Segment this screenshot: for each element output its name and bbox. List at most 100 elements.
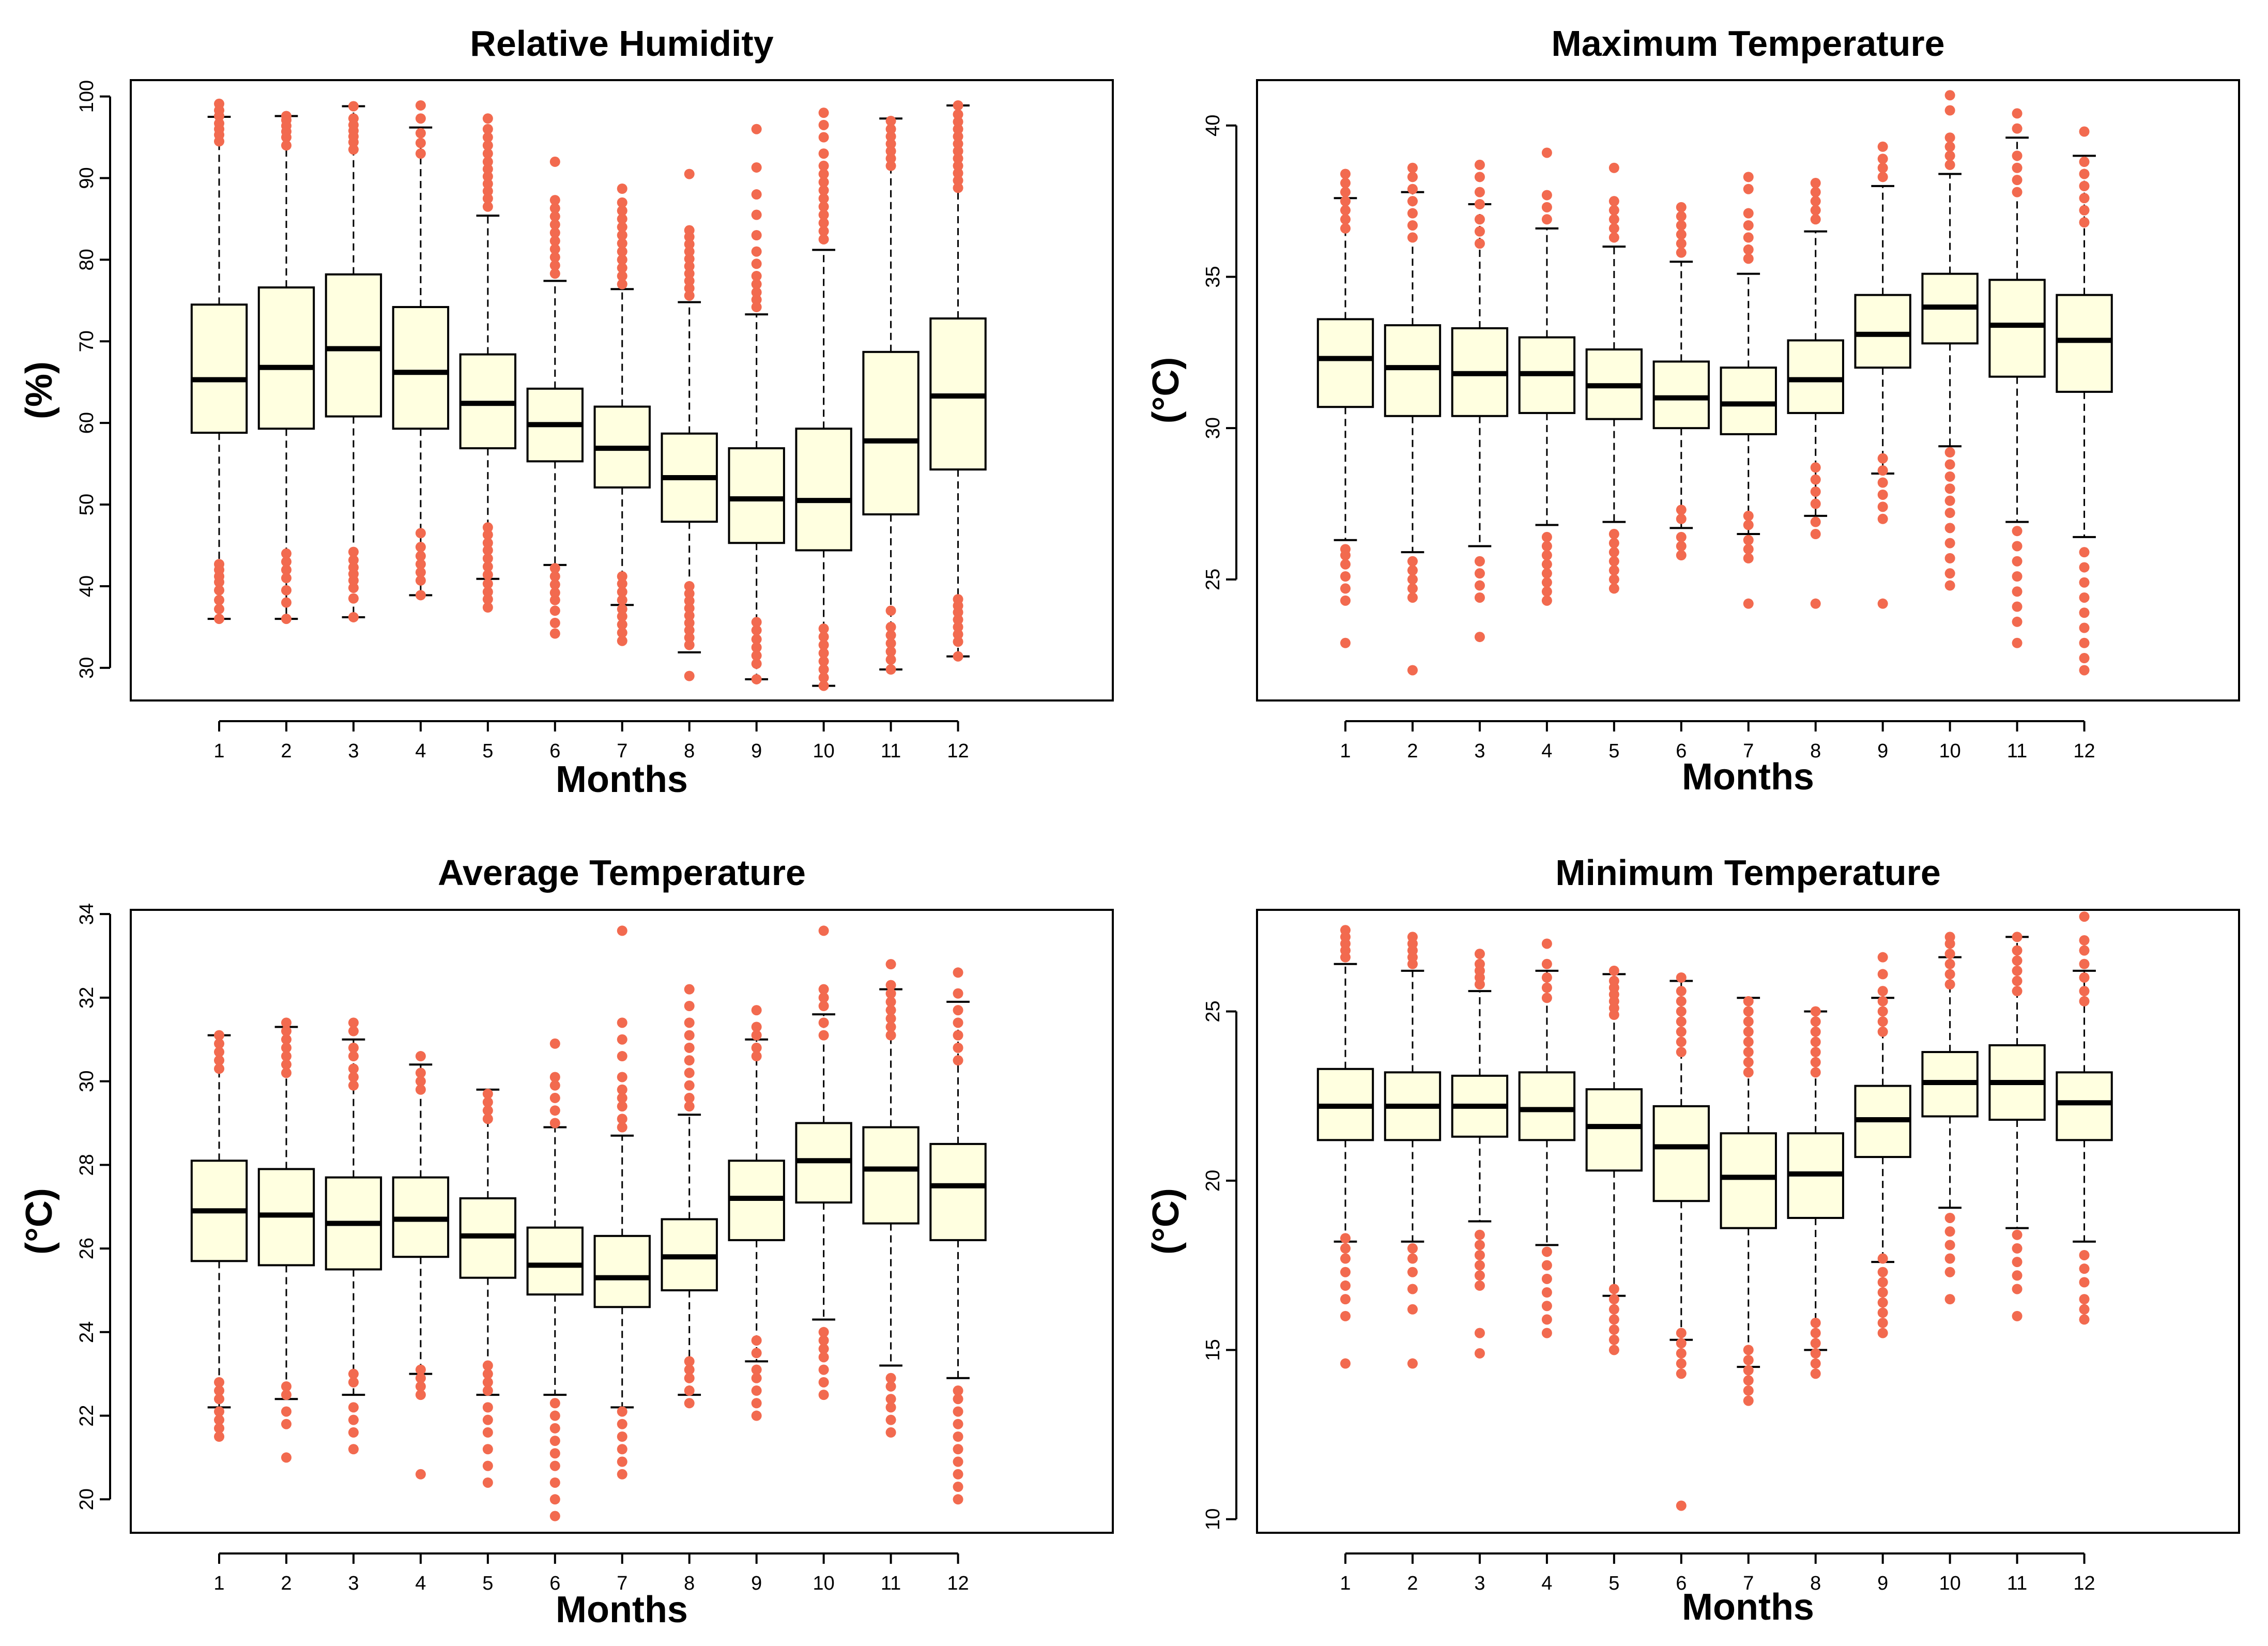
x-tick-label: 7 <box>1743 740 1754 762</box>
y-tick-label: 100 <box>76 80 98 113</box>
outlier-point <box>1541 190 1552 201</box>
outlier-point <box>617 270 627 281</box>
box-month-9 <box>1854 952 1911 1338</box>
outlier-point <box>1474 1270 1485 1281</box>
outlier-point <box>818 1335 829 1346</box>
iqr-box <box>1384 324 1442 417</box>
x-tick-label: 2 <box>1407 1573 1418 1594</box>
outlier-point <box>953 1456 963 1467</box>
outlier-point <box>1810 1358 1821 1369</box>
outlier-point <box>2079 1294 2090 1305</box>
outlier-point <box>1608 1284 1619 1294</box>
outlier-point <box>1743 1395 1754 1406</box>
x-tick-label: 1 <box>1340 740 1351 762</box>
outlier-point <box>885 654 896 665</box>
outlier-point <box>684 1364 695 1375</box>
outlier-point <box>415 590 426 601</box>
outlier-point <box>684 261 695 271</box>
outlier-point <box>953 636 963 647</box>
outlier-point <box>617 635 627 646</box>
box-month-11 <box>862 115 920 675</box>
outlier-point <box>617 1456 627 1467</box>
outlier-point <box>684 618 695 628</box>
outlier-point <box>1474 226 1485 237</box>
outlier-point <box>1944 459 1955 470</box>
outlier-point <box>281 1406 292 1417</box>
x-tick-label: 11 <box>881 1573 901 1594</box>
outlier-point <box>953 1419 963 1429</box>
outlier-point <box>751 658 762 669</box>
outlier-point <box>1810 462 1821 473</box>
outlier-point <box>1474 214 1485 225</box>
outlier-point <box>348 562 359 573</box>
outlier-point <box>2079 1304 2090 1315</box>
outlier-point <box>1944 932 1955 942</box>
outlier-point <box>2012 1310 2022 1321</box>
outlier-point <box>1340 178 1351 189</box>
outlier-point <box>2079 157 2090 167</box>
outlier-point <box>2012 637 2022 648</box>
outlier-point <box>1944 553 1955 563</box>
outlier-point <box>1676 1348 1687 1359</box>
outlier-point <box>1676 247 1687 258</box>
box-month-4 <box>1518 938 1576 1338</box>
outlier-point <box>818 1344 829 1354</box>
outlier-point <box>1474 958 1485 969</box>
iqr-box <box>1720 367 1777 435</box>
outlier-point <box>1676 550 1687 561</box>
outlier-point <box>549 1105 560 1116</box>
outlier-point <box>1944 1212 1955 1223</box>
outlier-point <box>482 1385 493 1396</box>
outlier-point <box>1340 1253 1351 1264</box>
outlier-point <box>1541 568 1552 579</box>
outlier-point <box>1474 1229 1485 1240</box>
outlier-point <box>482 1368 493 1379</box>
outlier-point <box>1541 938 1552 949</box>
outlier-point <box>214 1414 224 1425</box>
outlier-point <box>549 227 560 238</box>
outlier-point <box>1608 965 1619 976</box>
outlier-point <box>549 595 560 605</box>
outlier-point <box>953 131 963 142</box>
outlier-point <box>751 1042 762 1053</box>
y-tick-label: 50 <box>76 494 98 515</box>
outlier-point <box>415 100 426 111</box>
outlier-point <box>953 1042 963 1053</box>
box-month-10 <box>1921 932 1979 1305</box>
plot-frame <box>130 79 1114 702</box>
outlier-point <box>885 160 896 171</box>
iqr-box <box>526 1226 584 1296</box>
outlier-point <box>482 602 493 613</box>
outlier-point <box>1541 1328 1552 1338</box>
outlier-point <box>1810 1037 1821 1047</box>
outlier-point <box>2012 616 2022 627</box>
outlier-point <box>281 565 292 575</box>
outlier-point <box>818 132 829 143</box>
outlier-point <box>1944 580 1955 591</box>
outlier-point <box>2012 601 2022 612</box>
outlier-point <box>2012 1284 2022 1294</box>
outlier-point <box>549 628 560 639</box>
outlier-point <box>1608 232 1619 243</box>
y-tick-label: 90 <box>76 167 98 189</box>
outlier-point <box>684 1001 695 1012</box>
outlier-point <box>1877 996 1888 1007</box>
outlier-point <box>482 140 493 151</box>
x-tick-label: 7 <box>1743 1573 1754 1594</box>
outlier-point <box>1340 214 1351 225</box>
outlier-point <box>953 139 963 149</box>
outlier-point <box>953 1431 963 1442</box>
outlier-point <box>953 1005 963 1016</box>
x-axis-label: Months <box>556 759 688 800</box>
outlier-point <box>684 1373 695 1383</box>
outlier-point <box>1407 196 1418 207</box>
outlier-point <box>818 656 829 667</box>
outlier-point <box>1810 516 1821 527</box>
outlier-point <box>549 1072 560 1083</box>
outlier-point <box>549 1092 560 1103</box>
outlier-point <box>617 925 627 936</box>
iqr-box <box>862 1126 920 1225</box>
outlier-point <box>482 164 493 175</box>
y-tick-label: 40 <box>1202 115 1224 136</box>
